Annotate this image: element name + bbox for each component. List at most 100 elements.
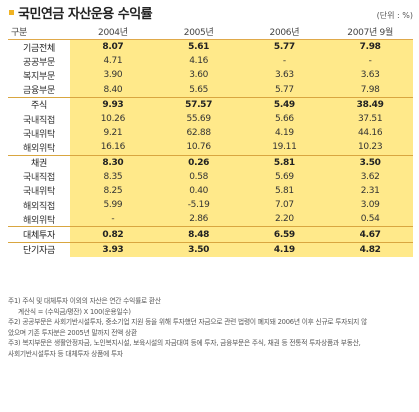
cell-value: 8.07 [70, 39, 156, 55]
cell-value: 5.81 [241, 183, 328, 199]
footnote: 주3) 복지부문은 생활안정자금, 노인복지시설, 보육시설의 자금대여 등에 … [8, 339, 361, 348]
cell-value: 9.21 [70, 126, 156, 141]
cell-value: - [327, 54, 413, 69]
category-row: 단기자금 3.93 3.50 4.19 4.82 [8, 241, 413, 257]
row-label: 국내위탁 [23, 187, 55, 198]
cell-value: 3.63 [241, 68, 328, 83]
cell-value: 8.40 [70, 82, 156, 98]
cell-value: 62.88 [155, 126, 242, 141]
cell-value: 2.20 [241, 212, 328, 227]
cell-value: 8.35 [70, 169, 156, 184]
cell-value: 0.58 [155, 169, 242, 184]
table-row: 국내직접 10.26 55.69 5.66 37.51 [8, 111, 413, 127]
cell-value: 8.30 [70, 154, 156, 170]
cell-value: 10.76 [155, 140, 242, 155]
row-label: 해외직접 [23, 201, 55, 212]
cell-value: 44.16 [327, 126, 413, 141]
footnote: 주2) 공공부문은 사회기반시설투자, 중소기업 지원 등을 위해 투자했던 자… [8, 318, 367, 327]
cell-value: 4.67 [327, 226, 413, 243]
table-row: 국내위탁 9.21 62.88 4.19 44.16 [8, 126, 413, 141]
returns-table: 구분 2004년 2005년 2006년 2007년 9월 기금전체 8.07 5.… [8, 24, 413, 257]
cell-value: 6.59 [241, 226, 328, 243]
row-label: 기금전체 [8, 39, 70, 55]
cell-value: 8.48 [155, 226, 242, 243]
cell-value: 2.86 [155, 212, 242, 227]
footnote: 았으며 기존 투자분은 2005년 말까지 전액 상환 [8, 328, 137, 337]
footnote: 주1) 주식 및 대체투자 이외의 자산은 연간 수익률로 환산 [8, 297, 161, 305]
table-row: 국내위탁 8.25 0.40 5.81 2.31 [8, 183, 413, 199]
row-label: 복지부문 [23, 71, 55, 82]
category-row: 대체투자 0.82 8.48 6.59 4.67 [8, 226, 413, 243]
header-year: 2004년 [70, 24, 156, 40]
cell-value: 3.50 [155, 241, 242, 257]
cell-value: 5.99 [70, 198, 156, 213]
cell-value: - [241, 54, 328, 69]
cell-value: 4.16 [155, 54, 242, 69]
cell-value: 7.07 [241, 198, 328, 213]
cell-value: 3.63 [327, 68, 413, 83]
cell-value: 57.57 [155, 96, 242, 112]
cell-value: 5.81 [241, 154, 328, 170]
header-year: 2007년 9월 [327, 24, 413, 40]
row-label: 국내위탁 [23, 129, 55, 140]
footnotes: 주1) 주식 및 대체투자 이외의 자산은 연간 수익률로 환산 계산식 = (… [8, 296, 413, 360]
table-row: 해외위탁 -2.86 2.20 0.54 [8, 212, 413, 227]
cell-value: 10.26 [70, 111, 156, 127]
table-row: 금융부문 8.40 5.65 5.77 7.98 [8, 82, 413, 98]
table-row: 공공부문 4.71 4.16- - [8, 54, 413, 69]
cell-value: 4.19 [241, 241, 328, 257]
row-label: 공공부문 [23, 57, 55, 68]
row-label: 국내직접 [23, 173, 55, 184]
table-row: 복지부문 3.90 3.60 3.63 3.63 [8, 68, 413, 83]
row-label: 해외위탁 [23, 143, 55, 154]
cell-value: 3.62 [327, 169, 413, 184]
cell-value: 3.90 [70, 68, 156, 83]
cell-value: 3.60 [155, 68, 242, 83]
page-title: 국민연금 자산운용 수익률 [9, 3, 153, 22]
cell-value: 8.25 [70, 183, 156, 199]
cell-value: 0.26 [155, 154, 242, 170]
cell-value: 5.65 [155, 82, 242, 98]
cell-value: 0.54 [327, 212, 413, 227]
cell-value: 55.69 [155, 111, 242, 127]
row-label: 국내직접 [23, 115, 55, 126]
table-body: 기금전체 8.07 5.61 5.77 7.98 공공부문 4.71 4.16- - 복지부문 3.… [8, 39, 413, 257]
row-label: 금융부문 [23, 86, 55, 97]
header-year: 2006년 [241, 24, 328, 40]
cell-value: 5.77 [241, 39, 328, 55]
category-row: 주식 9.93 57.57 5.49 38.49 [8, 96, 413, 112]
cell-value: 4.82 [327, 241, 413, 257]
cell-value: 3.09 [327, 198, 413, 213]
row-label: 해외위탁 [23, 215, 55, 226]
cell-value: 19.11 [241, 140, 328, 155]
row-label: 대체투자 [8, 226, 70, 243]
category-row: 기금전체 8.07 5.61 5.77 7.98 [8, 39, 413, 55]
table-row: 해외위탁 16.16 10.76 19.11 10.23 [8, 140, 413, 155]
header-year: 2005년 [155, 24, 242, 40]
row-label: 단기자금 [8, 241, 70, 257]
page-title-text: 국민연금 자산운용 수익률 [18, 7, 153, 22]
cell-value: 7.98 [327, 82, 413, 98]
table-row: 해외직접 5.99 -5.19 7.07 3.09 [8, 198, 413, 213]
cell-value: 10.23 [327, 140, 413, 155]
cell-value: 5.69 [241, 169, 328, 184]
cell-value: 9.93 [70, 96, 156, 112]
cell-value: 7.98 [327, 39, 413, 55]
cell-value: 3.93 [70, 241, 156, 257]
cell-value: 37.51 [327, 111, 413, 127]
cell-value: 2.31 [327, 183, 413, 199]
cell-value: 38.49 [327, 96, 413, 112]
footnote: 사회기반시설투자 등 대체투자 상품에 투자 [8, 349, 123, 358]
cell-value: 5.77 [241, 82, 328, 98]
cell-value: 5.66 [241, 111, 328, 127]
table-row: 국내직접 8.35 0.58 5.69 3.62 [8, 169, 413, 184]
row-label: 채권 [8, 154, 70, 170]
cell-value: 0.40 [155, 183, 242, 199]
unit-label: (단위 : %) [376, 11, 413, 20]
cell-value: 0.82 [70, 226, 156, 243]
table-header-row: 구분 2004년 2005년 2006년 2007년 9월 [8, 24, 413, 40]
header-label: 구분 [8, 24, 70, 40]
cell-value: - [70, 212, 156, 227]
title-marker-icon [9, 10, 14, 15]
